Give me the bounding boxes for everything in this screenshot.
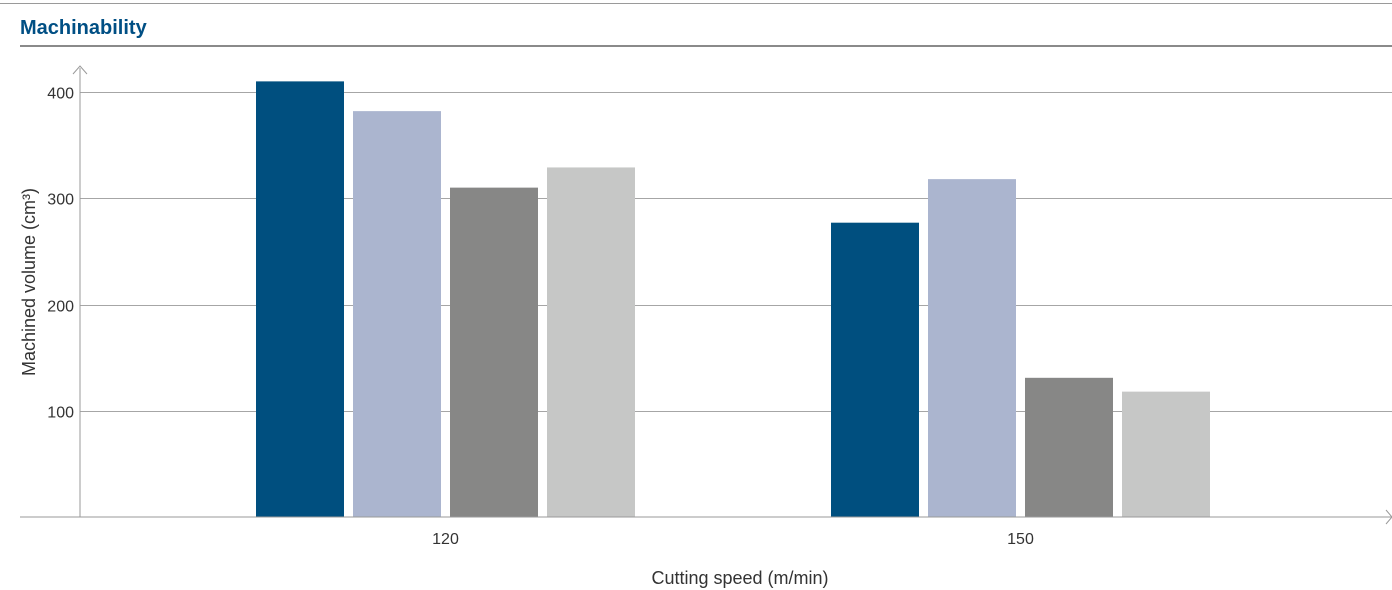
x-axis-label: Cutting speed (m/min) <box>651 568 828 588</box>
y-axis-label: Machined volume (cm³) <box>19 188 39 376</box>
bars <box>256 81 1210 517</box>
title-rule <box>20 45 1392 47</box>
y-tick-label: 200 <box>47 299 74 316</box>
bar <box>1122 391 1210 517</box>
bar <box>928 179 1016 517</box>
bar <box>450 187 538 517</box>
bar <box>256 81 344 517</box>
y-tick-label: 100 <box>47 405 74 422</box>
bar <box>831 222 919 517</box>
bar <box>1025 377 1113 517</box>
bar <box>547 167 635 517</box>
x-axis-arrow <box>1385 509 1392 525</box>
y-tick-label: 400 <box>47 86 74 103</box>
top-rule <box>0 3 1392 4</box>
bar <box>353 111 441 517</box>
tick-labels: 100 200 300 400 120 150 <box>47 86 1034 549</box>
axes <box>20 65 1392 525</box>
x-tick-label: 120 <box>432 531 459 548</box>
chart-title: Machinability <box>20 17 147 39</box>
y-tick-label: 300 <box>47 192 74 209</box>
x-tick-label: 150 <box>1007 531 1034 548</box>
y-axis-arrow <box>72 65 88 75</box>
